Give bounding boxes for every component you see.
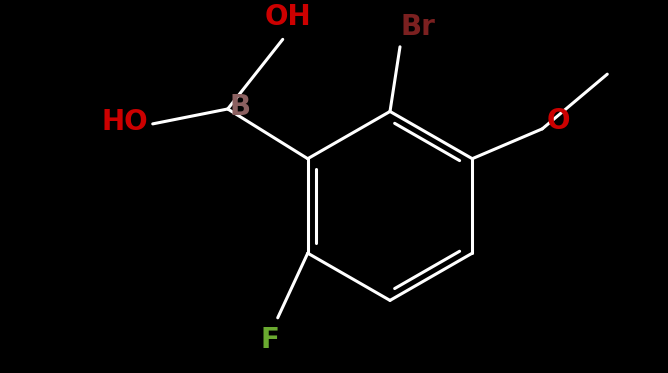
Text: F: F bbox=[261, 326, 279, 354]
Text: B: B bbox=[230, 93, 251, 121]
Text: OH: OH bbox=[265, 3, 311, 31]
Text: HO: HO bbox=[102, 108, 148, 136]
Text: O: O bbox=[546, 107, 570, 135]
Text: Br: Br bbox=[401, 13, 436, 41]
